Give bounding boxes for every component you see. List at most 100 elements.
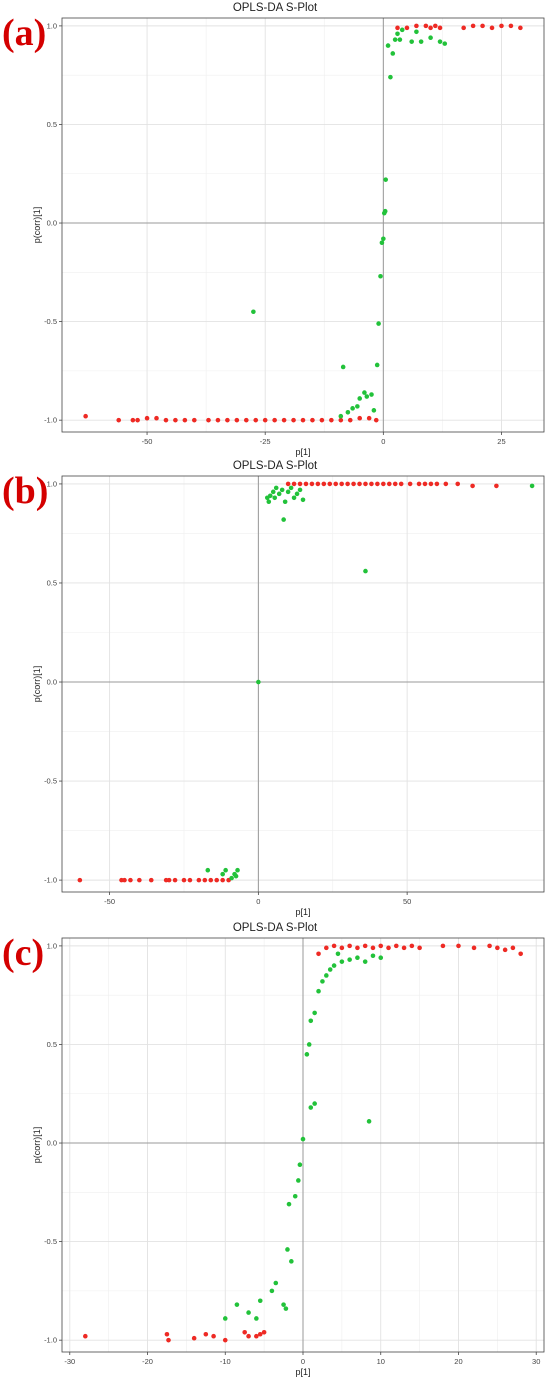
- y-axis-label: p(corr)[1]: [32, 666, 42, 703]
- red-point: [319, 417, 325, 423]
- red-point: [347, 417, 353, 423]
- green-point: [269, 1288, 275, 1294]
- green-point: [285, 489, 291, 495]
- x-tick-label: 0: [381, 437, 385, 446]
- green-point: [327, 967, 333, 972]
- green-point: [378, 273, 383, 279]
- green-point: [383, 177, 388, 182]
- red-point: [495, 945, 500, 951]
- plot-frame: [61, 475, 545, 893]
- red-point: [433, 23, 438, 29]
- x-tick-label: 30: [532, 1357, 540, 1366]
- green-point: [312, 1101, 317, 1106]
- red-point: [181, 877, 187, 883]
- green-point: [297, 1162, 303, 1168]
- red-point: [144, 415, 150, 421]
- splot-a-svg: -50 -25 0 25 -1.0 -0.5 0.0 0.5 1.0 p[1] p(corr)[1]: [32, 17, 545, 457]
- green-point: [369, 392, 374, 397]
- x-tick-label: 0: [301, 1357, 305, 1366]
- red-point: [242, 1329, 247, 1335]
- red-point: [215, 417, 221, 423]
- y-tick-label: -0.5: [44, 1237, 57, 1246]
- green-point: [279, 487, 285, 493]
- red-point: [297, 481, 303, 487]
- chart-title-a: OPLS-DA S-Plot: [232, 2, 318, 14]
- red-point: [434, 481, 440, 487]
- green-point: [350, 406, 355, 411]
- y-tick-label: -0.5: [44, 777, 57, 786]
- y-tick-label: 0.0: [47, 1139, 57, 1148]
- green-point: [382, 208, 388, 214]
- red-point: [315, 481, 321, 487]
- y-tick-label: 0.5: [47, 578, 57, 587]
- x-tick-label: -20: [142, 1357, 153, 1366]
- red-point: [281, 417, 287, 423]
- green-point: [281, 1302, 286, 1307]
- red-point: [310, 417, 315, 423]
- y-tick-label: 0.5: [47, 1040, 57, 1049]
- red-point: [116, 417, 122, 423]
- chart-title-b: OPLS-DA S-Plot: [232, 460, 318, 472]
- green-point: [291, 495, 297, 501]
- green-point: [340, 364, 346, 370]
- green-point: [300, 1136, 306, 1142]
- panel-c: -30 -20 -10 0 10 20 30 -1.0 -0.5 0.0 0.5 1.0 p[1] p(c…: [0, 920, 550, 1378]
- red-point: [163, 417, 169, 423]
- red-point: [381, 481, 386, 487]
- green-point: [235, 867, 240, 873]
- red-point: [203, 1331, 209, 1337]
- red-point: [392, 481, 398, 487]
- green-point: [385, 43, 391, 48]
- green-point: [320, 979, 325, 984]
- green-point: [297, 487, 303, 493]
- green-point: [355, 955, 360, 961]
- green-point: [283, 1306, 289, 1311]
- red-point: [508, 23, 514, 29]
- x-axis-label: p[1]: [295, 447, 310, 457]
- y-tick-label: 1.0: [47, 941, 57, 950]
- green-point: [270, 489, 276, 495]
- green-point: [266, 499, 272, 505]
- red-point: [196, 877, 202, 883]
- panel-label-b: (b): [2, 470, 49, 512]
- red-point: [128, 877, 133, 883]
- green-point: [335, 951, 341, 957]
- red-point: [214, 877, 220, 883]
- green-point: [304, 1052, 310, 1057]
- green-point: [347, 957, 352, 962]
- green-point: [362, 390, 367, 395]
- green-point: [281, 517, 286, 522]
- red-point: [166, 877, 172, 883]
- green-point: [529, 483, 535, 489]
- y-tick-label: 0.0: [47, 678, 57, 687]
- red-point: [518, 25, 523, 31]
- red-point: [339, 945, 345, 951]
- y-tick-label: 0.0: [47, 219, 57, 228]
- green-point: [366, 1119, 372, 1124]
- green-point: [376, 321, 381, 326]
- red-point: [470, 483, 475, 489]
- x-tick-label: -10: [220, 1357, 231, 1366]
- green-point: [338, 413, 344, 419]
- red-point: [339, 481, 344, 487]
- red-point: [502, 947, 508, 953]
- red-point: [357, 481, 362, 487]
- green-point: [273, 485, 279, 491]
- y-tick-label: 0.5: [47, 120, 57, 129]
- x-tick-label: -50: [142, 437, 153, 446]
- green-point: [312, 1010, 317, 1016]
- red-point: [386, 481, 392, 487]
- green-point: [282, 499, 288, 505]
- red-point: [331, 943, 337, 949]
- red-point: [461, 25, 466, 31]
- green-point: [363, 568, 368, 574]
- green-point: [399, 27, 405, 33]
- red-point: [456, 943, 461, 949]
- green-point: [286, 1201, 292, 1207]
- green-point: [378, 955, 384, 961]
- green-point: [296, 1178, 301, 1183]
- green-point: [256, 679, 261, 685]
- red-point: [182, 417, 188, 423]
- red-point: [437, 25, 443, 31]
- green-point: [308, 1105, 314, 1110]
